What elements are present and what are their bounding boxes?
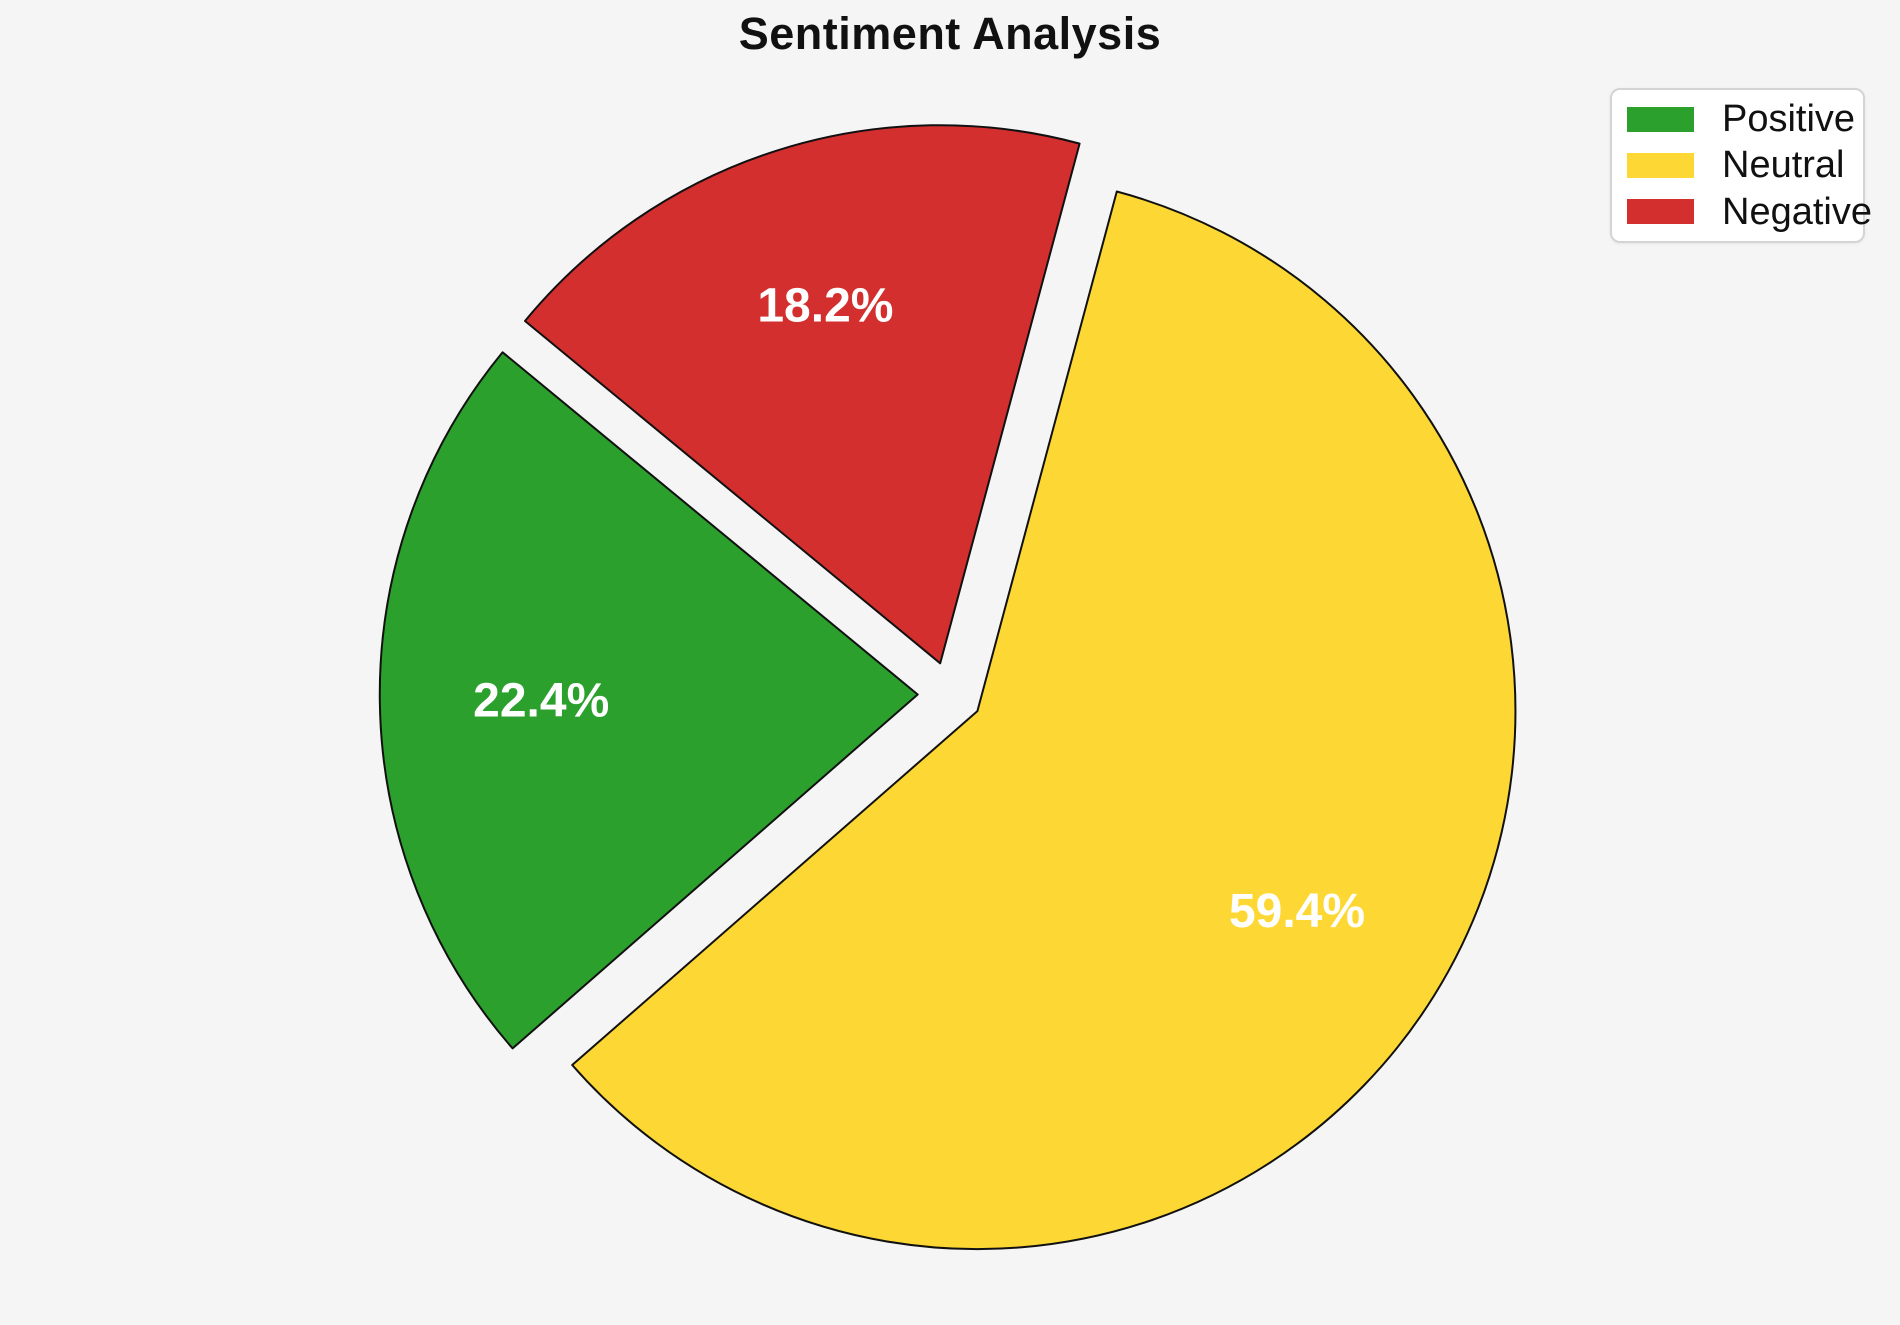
- legend-label-negative: Negative: [1722, 190, 1872, 233]
- legend-item-negative: Negative: [1627, 193, 1872, 231]
- percent-label-positive: 22.4%: [473, 675, 609, 728]
- legend-swatch-neutral: [1627, 152, 1694, 178]
- chart-title: Sentiment Analysis: [738, 8, 1162, 59]
- legend-swatch-negative: [1627, 199, 1694, 225]
- pie-slice-neutral: [571, 190, 1517, 1251]
- legend-swatch-positive: [1627, 106, 1694, 132]
- legend-item-neutral: Neutral: [1627, 146, 1863, 184]
- legend-label-neutral: Neutral: [1722, 144, 1845, 187]
- percent-label-negative: 18.2%: [757, 279, 893, 332]
- legend-item-positive: Positive: [1627, 100, 1863, 138]
- pie-slice-negative: [524, 124, 1081, 665]
- legend: Positive Neutral Negative: [1610, 88, 1872, 243]
- pie-slice-positive: [378, 351, 919, 1050]
- legend-label-positive: Positive: [1722, 98, 1856, 141]
- percent-label-neutral: 59.4%: [1229, 885, 1365, 938]
